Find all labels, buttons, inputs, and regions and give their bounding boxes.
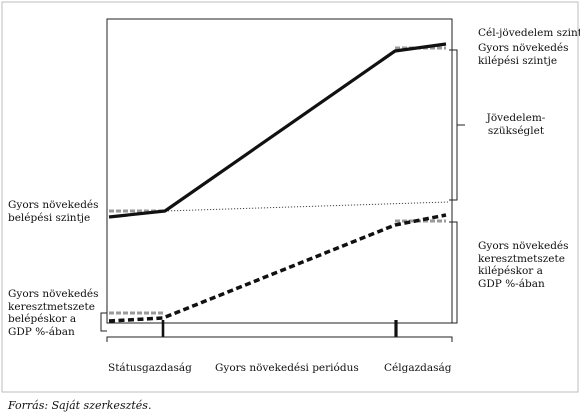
label-income-need-line1: Jövedelem-	[486, 112, 546, 124]
label-exit-income-line2: kilépési szintje	[478, 54, 558, 67]
label-exit-income: Gyors növekedés kilépési szintje	[478, 42, 569, 67]
label-entry-income: Gyors növekedés belépési szintje	[8, 199, 99, 224]
plot-frame	[106, 18, 453, 324]
label-phase-target: Célgazdaság	[384, 362, 452, 374]
label-entry-gdp-line1: Gyors növekedés	[8, 288, 99, 300]
source-note: Forrás: Saját szerkesztés.	[8, 399, 152, 412]
label-phase-rapid: Gyors növekedési periódus	[215, 362, 359, 374]
gdp-share-line	[108, 213, 447, 323]
label-entry-gdp-line4: GDP %-ában	[8, 325, 75, 338]
reference-dotted-line	[164, 201, 449, 212]
label-exit-gdp-line4: GDP %-ában	[478, 277, 545, 290]
exit-gdp-brace	[449, 221, 458, 324]
label-entry-gdp-line2: keresztmetszete	[8, 300, 95, 313]
income-need-brace	[449, 49, 465, 201]
label-income-need-line2: szükséglet	[487, 124, 545, 137]
label-income-need: Jövedelem- szükséglet	[484, 112, 548, 137]
label-exit-gdp-line1: Gyors növekedés	[478, 240, 569, 252]
phase-bracket	[106, 336, 453, 342]
label-phase-status: Státusgazdaság	[108, 362, 192, 374]
label-entry-income-line2: belépési szintje	[8, 211, 91, 224]
label-entry-gdp-line3: belépéskor a	[8, 313, 77, 325]
entry-gdp-brace	[100, 312, 107, 332]
label-exit-income-line1: Gyors növekedés	[478, 42, 569, 54]
label-entry-gdp: Gyors növekedés keresztmetszete belépésk…	[8, 288, 99, 338]
label-exit-gdp-line3: kilépéskor a	[478, 265, 543, 277]
outer-frame	[1, 1, 579, 393]
label-exit-gdp: Gyors növekedés keresztmetszete kilépésk…	[478, 240, 569, 290]
label-exit-gdp-line2: keresztmetszete	[478, 252, 565, 265]
income-line	[108, 42, 447, 219]
label-entry-income-line1: Gyors növekedés	[8, 199, 99, 211]
label-target-income: Cél-jövedelem szint	[478, 27, 580, 39]
